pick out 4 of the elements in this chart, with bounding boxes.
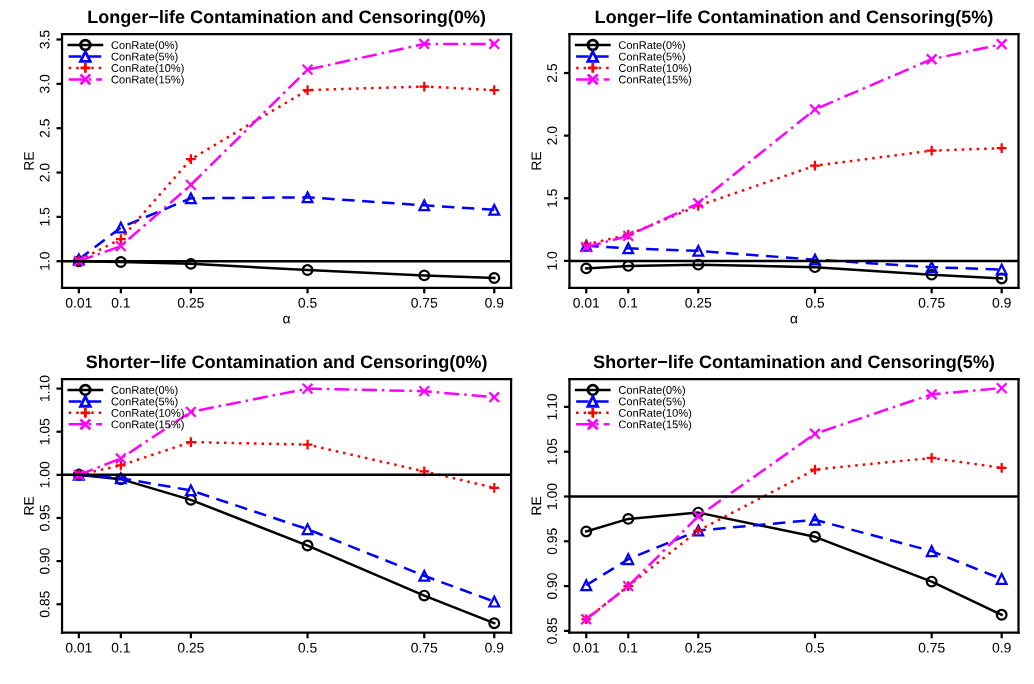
chart-title: Longer−life Contamination and Censoring(5%) xyxy=(595,10,993,27)
chart-title: Shorter−life Contamination and Censoring(5%) xyxy=(593,354,994,372)
chart-title: Shorter−life Contamination and Censoring(0%) xyxy=(86,354,487,372)
chart-title: Longer−life Contamination and Censoring(0%) xyxy=(88,10,486,27)
